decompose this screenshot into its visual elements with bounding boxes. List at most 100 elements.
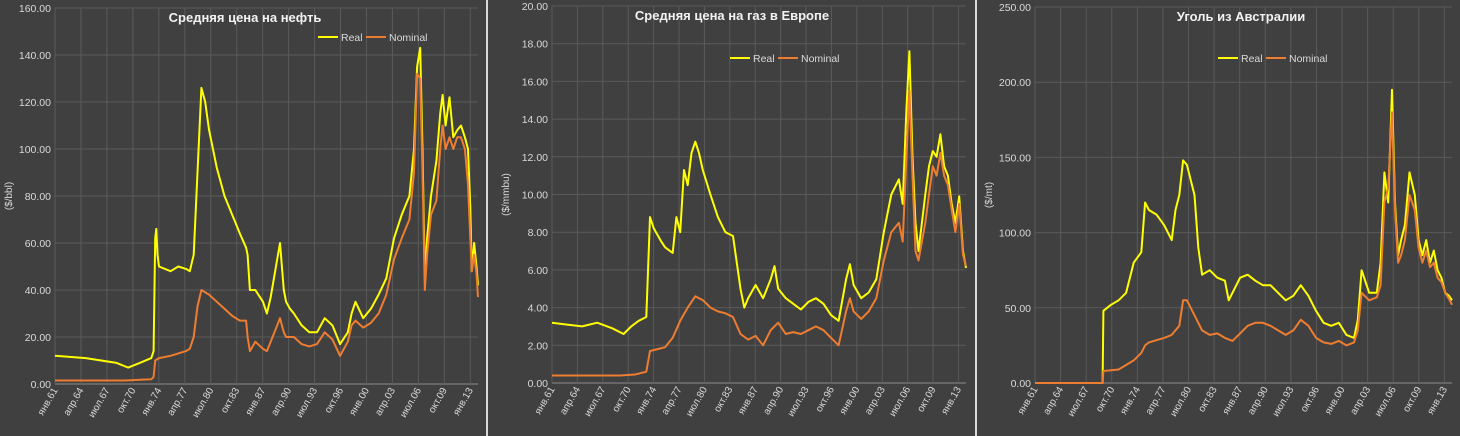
oil-price-chart: 0.00 20.00 40.00 60.00 80.00 100.00 120.00 140.… — [4, 3, 479, 420]
series-line-nominal — [1035, 111, 1453, 384]
y-tick-label: 14.00 — [522, 114, 548, 126]
x-tick-label: апр.03 — [373, 386, 398, 418]
y-tick-label: 0.00 — [1011, 378, 1032, 390]
x-tick-label: янв.00 — [838, 385, 863, 417]
x-tick-label: янв.87 — [1221, 385, 1246, 417]
x-tick-label: окт.83 — [219, 386, 242, 416]
y-tick-label: 100.00 — [19, 144, 51, 156]
x-tick-label: окт.70 — [115, 386, 138, 416]
chart-title: Средняя цена на газ в Европе — [635, 8, 829, 23]
y-tick-label: 50.00 — [1005, 303, 1031, 315]
panel-separator — [975, 0, 977, 436]
y-tick-label: 80.00 — [25, 191, 51, 203]
x-tick-label: июл.06 — [887, 385, 913, 419]
y-tick-label: 0.00 — [31, 379, 52, 391]
x-tick-label: окт.96 — [323, 386, 346, 416]
series-line-real — [551, 50, 967, 335]
x-tick-label: янв.00 — [347, 386, 372, 418]
x-tick-label: апр.90 — [761, 385, 786, 417]
x-tick-label: окт.09 — [1401, 385, 1424, 415]
x-tick-label: янв.74 — [1118, 385, 1143, 417]
x-tick-label: апр.77 — [660, 385, 685, 417]
x-tick-label: окт.70 — [611, 385, 634, 415]
x-tick-label: апр.03 — [1348, 385, 1373, 417]
y-tick-label: 250.00 — [999, 2, 1031, 14]
y-tick-label: 20.00 — [522, 1, 548, 13]
y-tick-label: 4.00 — [528, 303, 549, 315]
y-axis-label: ($/mt) — [984, 182, 995, 208]
y-tick-label: 18.00 — [522, 39, 548, 51]
y-tick-label: 150.00 — [999, 152, 1031, 164]
x-tick-label: июл.93 — [1271, 385, 1297, 419]
gas-chart-panel: 0.00 2.00 4.00 6.00 8.00 10.00 12.00 14.00 16.00… — [488, 0, 975, 436]
y-tick-label: 60.00 — [25, 238, 51, 250]
x-tick-label: июл.93 — [294, 386, 320, 420]
y-tick-label: 140.00 — [19, 50, 51, 62]
y-tick-label: 10.00 — [522, 190, 548, 202]
x-tick-label: июл.93 — [786, 385, 812, 419]
y-tick-label: 40.00 — [25, 285, 51, 297]
x-tick-label: апр.64 — [1041, 385, 1066, 417]
y-tick-label: 12.00 — [522, 152, 548, 164]
x-tick-label: янв.87 — [736, 385, 761, 417]
x-tick-label: окт.83 — [712, 385, 735, 415]
x-tick-label: июл.06 — [398, 386, 424, 420]
x-tick-label: окт.09 — [427, 386, 450, 416]
chart-title: Средняя цена на нефть — [169, 10, 322, 25]
x-tick-label: июл.06 — [1373, 385, 1399, 419]
x-tick-label: окт.83 — [1196, 385, 1219, 415]
x-tick-label: апр.90 — [1246, 385, 1271, 417]
y-tick-label: 160.00 — [19, 3, 51, 15]
x-tick-label: окт.96 — [814, 385, 837, 415]
gas-price-chart: 0.00 2.00 4.00 6.00 8.00 10.00 12.00 14.00 16.00… — [501, 1, 967, 419]
series-line-nominal — [55, 72, 479, 382]
y-axis-label: ($/mmbu) — [501, 173, 512, 216]
panel-separator — [486, 0, 488, 436]
y-tick-label: 8.00 — [528, 227, 549, 239]
x-tick-label: июл.80 — [191, 386, 217, 420]
x-tick-label: янв.00 — [1323, 385, 1348, 417]
x-tick-label: янв.74 — [635, 385, 660, 417]
x-tick-label: апр.90 — [269, 386, 294, 418]
y-axis-label: ($/bbl) — [4, 182, 15, 210]
legend-label: Nominal — [801, 53, 840, 65]
x-tick-label: июл.67 — [583, 385, 609, 419]
x-tick-label: июл.80 — [1168, 385, 1194, 419]
x-tick-label: окт.70 — [1094, 385, 1117, 415]
legend-label: Real — [1241, 53, 1263, 65]
x-tick-label: янв.87 — [244, 386, 269, 418]
oil-chart-panel: 0.00 20.00 40.00 60.00 80.00 100.00 120.00 140.… — [0, 0, 486, 436]
y-tick-label: 100.00 — [999, 228, 1031, 240]
legend-label: Real — [753, 53, 775, 65]
y-tick-label: 120.00 — [19, 97, 51, 109]
y-tick-label: 200.00 — [999, 77, 1031, 89]
x-tick-label: апр.77 — [1144, 385, 1169, 417]
legend-label: Nominal — [1289, 53, 1328, 65]
x-tick-label: янв.74 — [140, 386, 165, 418]
x-tick-label: окт.96 — [1299, 385, 1322, 415]
x-tick-label: июл.80 — [684, 385, 710, 419]
x-tick-label: апр.64 — [62, 386, 87, 418]
series-line-nominal — [552, 89, 967, 377]
x-tick-label: апр.64 — [558, 385, 583, 417]
x-tick-label: июл.67 — [1066, 385, 1092, 419]
legend-label: Real — [341, 32, 363, 44]
x-tick-label: янв.13 — [1425, 385, 1450, 417]
chart-title: Уголь из Австралии — [1177, 9, 1305, 24]
series-line-real — [54, 46, 479, 369]
x-tick-label: янв.13 — [451, 386, 476, 418]
x-tick-label: окт.09 — [915, 385, 938, 415]
y-tick-label: 6.00 — [528, 265, 549, 277]
y-tick-label: 20.00 — [25, 332, 51, 344]
y-tick-label: 0.00 — [528, 378, 549, 390]
y-tick-label: 2.00 — [528, 340, 549, 352]
x-tick-label: апр.77 — [166, 386, 191, 418]
coal-chart-panel: 0.00 50.00 100.00 150.00 200.00 250.00 янв.61 а… — [977, 0, 1460, 436]
x-tick-label: июл.67 — [87, 386, 113, 420]
legend-label: Nominal — [389, 32, 428, 44]
series-line-real — [1035, 88, 1453, 384]
x-tick-label: апр.03 — [863, 385, 888, 417]
x-tick-label: янв.13 — [939, 385, 964, 417]
y-tick-label: 16.00 — [522, 76, 548, 88]
